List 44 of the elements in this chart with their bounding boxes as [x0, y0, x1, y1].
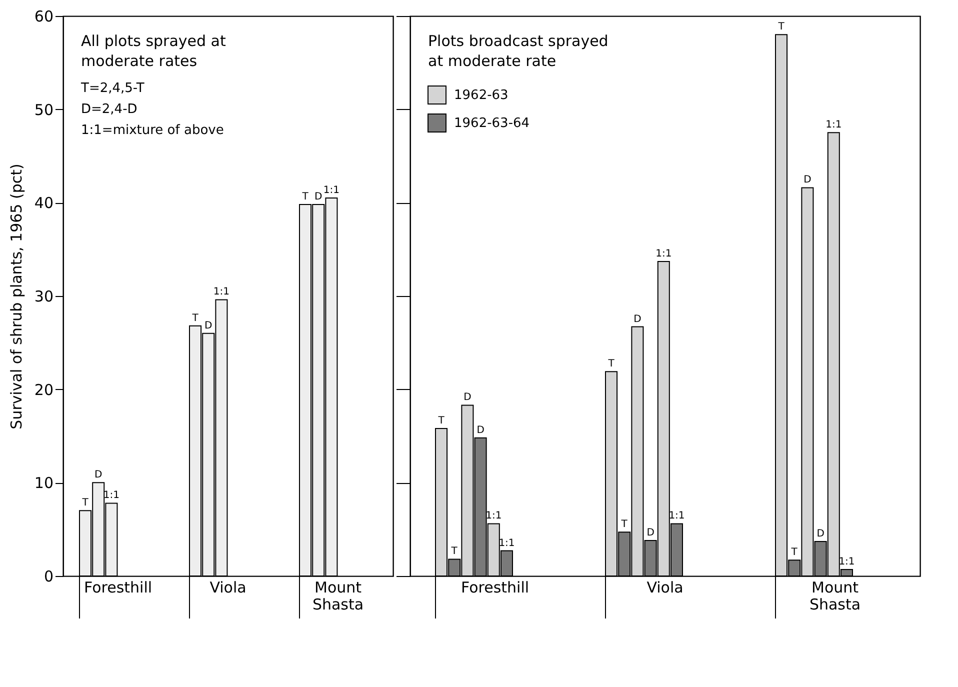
data-label: D	[634, 314, 642, 325]
data-label: 1:1	[826, 120, 842, 131]
y-tick-label: 60	[34, 8, 54, 26]
x-tick-label: Viola	[646, 578, 684, 596]
y-tick-label: 30	[34, 288, 54, 306]
data-label: T	[450, 546, 458, 558]
text: Plots broadcast sprayed at moderate rate	[428, 32, 608, 70]
x-tick-label: Foresthill	[84, 578, 152, 596]
text: T	[302, 192, 308, 203]
y-tick-label: 0	[44, 568, 54, 586]
series-label: T	[81, 498, 90, 509]
data-label: D	[476, 424, 485, 436]
y-tick-label: 10	[34, 474, 54, 492]
data-label: D	[816, 528, 825, 540]
x-tick-label: Foresthill	[460, 578, 530, 596]
text: D	[204, 320, 212, 332]
data-label: 1:1	[656, 248, 672, 260]
legend-label: 1962-63-64	[454, 116, 530, 131]
data-label: T	[790, 547, 798, 558]
x-tick-label: Mount Shasta	[312, 578, 364, 614]
text: 1:1	[213, 286, 230, 298]
text: 1:1	[323, 185, 340, 196]
y-tick-label: 50	[34, 100, 54, 119]
text: T	[192, 312, 198, 324]
data-label: T	[620, 519, 628, 530]
annotation: D=2,4-D	[81, 102, 138, 117]
text: D	[314, 192, 322, 203]
data-label: D	[646, 528, 655, 539]
data-label: D	[464, 392, 472, 404]
series-label: 1:1	[103, 490, 120, 502]
series-label: D	[94, 470, 103, 481]
legend-label: 1962-63	[454, 88, 508, 103]
y-tick-label: 20	[34, 380, 54, 399]
data-label: T	[607, 358, 616, 370]
y-axis-title: Survival of shrub plants, 1965 (pct)	[7, 164, 26, 430]
data-label: T	[777, 22, 786, 33]
annotation: T=2,4,5-T	[80, 81, 144, 96]
x-tick-label: Viola	[210, 578, 246, 596]
x-tick-label: Mount Shasta	[809, 578, 861, 614]
annotation: 1:1=mixture of above	[81, 123, 224, 138]
text: All plots sprayed at moderate rates	[81, 32, 226, 70]
data-label: T	[437, 416, 446, 427]
y-tick-label: 40	[34, 194, 54, 212]
data-label: D	[804, 174, 812, 186]
